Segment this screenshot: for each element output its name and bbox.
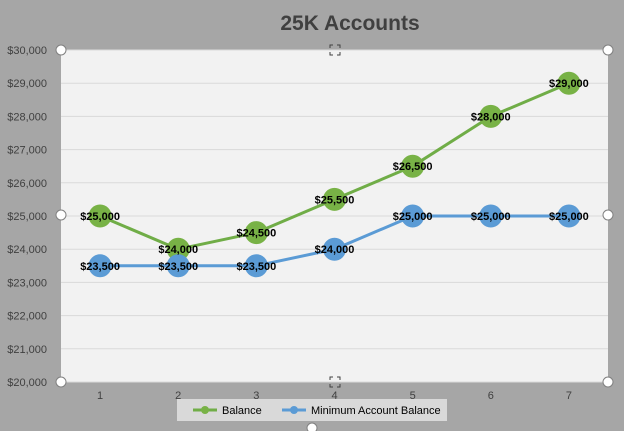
y-tick-label: $21,000	[7, 344, 47, 356]
data-label: $26,500	[393, 161, 433, 173]
legend[interactable]: Balance Minimum Account Balance	[177, 399, 447, 421]
data-label: $24,500	[236, 228, 276, 240]
resize-handle[interactable]	[602, 44, 614, 56]
y-tick-label: $30,000	[7, 45, 47, 57]
y-tick-label: $29,000	[7, 78, 47, 90]
resize-handle[interactable]	[602, 376, 614, 388]
x-tick-label: 4	[331, 390, 337, 402]
data-point[interactable]	[323, 237, 346, 261]
y-tick-label: $27,000	[7, 145, 47, 157]
x-tick-label: 2	[175, 390, 181, 402]
data-label: $29,000	[549, 78, 589, 90]
data-point[interactable]	[323, 187, 346, 211]
legend-marker	[201, 406, 209, 414]
data-point[interactable]	[244, 254, 268, 278]
selection-handles[interactable]	[55, 44, 614, 434]
data-label: $25,500	[315, 194, 355, 206]
data-label: $25,000	[549, 211, 589, 223]
data-label: $24,000	[315, 244, 355, 256]
data-point[interactable]	[88, 254, 112, 278]
x-tick-label: 1	[97, 390, 103, 402]
data-label: $25,000	[471, 211, 511, 223]
y-tick-label: $22,000	[7, 311, 47, 323]
data-point[interactable]	[244, 221, 268, 245]
y-tick-label: $28,000	[7, 111, 47, 123]
legend-box	[177, 399, 447, 421]
resize-handle[interactable]	[55, 376, 67, 388]
data-label: $25,000	[393, 211, 433, 223]
data-label: $25,000	[80, 211, 120, 223]
data-labels: $25,000 $24,000 $24,500 $25,500 $26,500 $28,0…	[80, 78, 589, 273]
data-point[interactable]	[88, 204, 112, 228]
y-tick-label: $26,000	[7, 178, 47, 190]
legend-label: Balance	[222, 405, 262, 417]
y-tick-label: $24,000	[7, 244, 47, 256]
y-axis-tick-labels: $20,000 $21,000 $22,000 $23,000 $24,000 $25,0…	[7, 45, 47, 389]
resize-handle[interactable]	[602, 209, 614, 221]
data-point[interactable]	[401, 154, 425, 178]
y-tick-label: $20,000	[7, 377, 47, 389]
x-tick-label: 3	[253, 390, 259, 402]
x-tick-label: 6	[488, 390, 494, 402]
data-label: $28,000	[471, 111, 511, 123]
data-point[interactable]	[401, 204, 425, 228]
legend-marker	[290, 406, 298, 414]
data-label: $23,500	[80, 261, 120, 273]
data-point[interactable]	[557, 71, 581, 95]
plot-area-handle[interactable]	[329, 44, 341, 56]
data-label: $23,500	[236, 261, 276, 273]
y-tick-label: $23,000	[7, 277, 47, 289]
chart-title: 25K Accounts	[280, 12, 419, 35]
y-tick-label: $25,000	[7, 211, 47, 223]
legend-label: Minimum Account Balance	[311, 405, 441, 417]
resize-handle[interactable]	[306, 422, 318, 434]
data-label: $24,000	[158, 244, 198, 256]
series-markers	[88, 71, 581, 278]
data-point[interactable]	[557, 204, 581, 228]
data-point[interactable]	[166, 254, 190, 278]
data-point[interactable]	[479, 104, 503, 128]
data-point[interactable]	[479, 204, 503, 228]
data-label: $23,500	[158, 261, 198, 273]
resize-handle[interactable]	[55, 209, 67, 221]
resize-handle[interactable]	[55, 44, 67, 56]
x-tick-label: 7	[566, 390, 572, 402]
gridlines	[61, 49, 608, 383]
x-tick-label: 5	[410, 390, 416, 402]
x-axis-tick-labels: 1 2 3 4 5 6 7	[97, 390, 572, 402]
plot-area-handle[interactable]	[329, 376, 341, 388]
